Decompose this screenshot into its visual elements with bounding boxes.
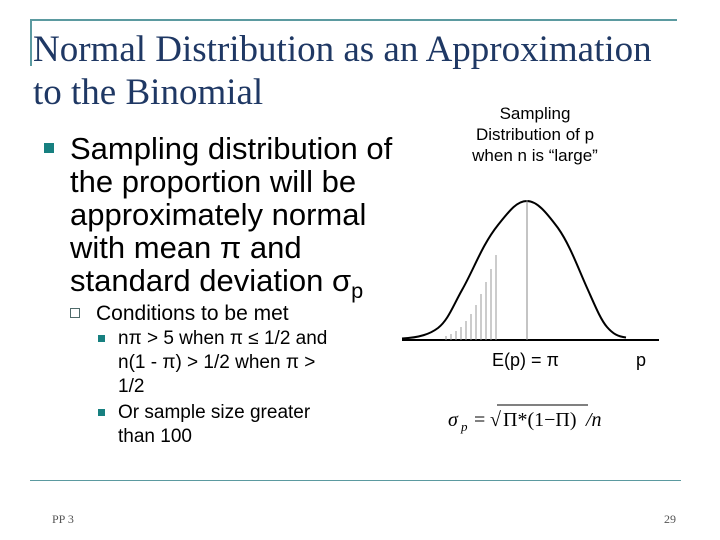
svg-text:√: √ (490, 409, 501, 431)
svg-text:/n: /n (585, 409, 602, 431)
svg-text:σ: σ (448, 409, 459, 431)
svg-text:Π*(1−Π): Π*(1−Π) (503, 409, 577, 431)
svg-text:=: = (474, 409, 485, 431)
svg-text:p: p (460, 419, 468, 434)
